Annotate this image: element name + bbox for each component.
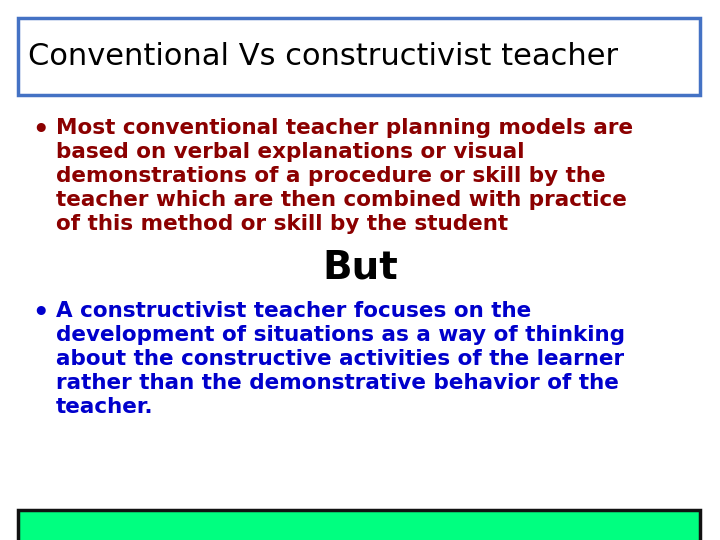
FancyBboxPatch shape <box>18 18 700 95</box>
Text: rather than the demonstrative behavior of the: rather than the demonstrative behavior o… <box>56 373 619 393</box>
FancyBboxPatch shape <box>18 510 700 540</box>
Text: demonstrations of a procedure or skill by the: demonstrations of a procedure or skill b… <box>56 166 606 186</box>
Text: •: • <box>32 301 48 327</box>
Text: teacher which are then combined with practice: teacher which are then combined with pra… <box>56 190 627 210</box>
Text: based on verbal explanations or visual: based on verbal explanations or visual <box>56 142 524 162</box>
Text: of this method or skill by the student: of this method or skill by the student <box>56 214 508 234</box>
Text: A constructivist teacher focuses on the: A constructivist teacher focuses on the <box>56 301 531 321</box>
Text: teacher.: teacher. <box>56 397 153 417</box>
Text: •: • <box>32 118 48 144</box>
Text: Most conventional teacher planning models are: Most conventional teacher planning model… <box>56 118 633 138</box>
Text: about the constructive activities of the learner: about the constructive activities of the… <box>56 349 624 369</box>
Text: development of situations as a way of thinking: development of situations as a way of th… <box>56 325 625 345</box>
Text: But: But <box>322 248 398 286</box>
Text: Conventional Vs constructivist teacher: Conventional Vs constructivist teacher <box>28 42 618 71</box>
